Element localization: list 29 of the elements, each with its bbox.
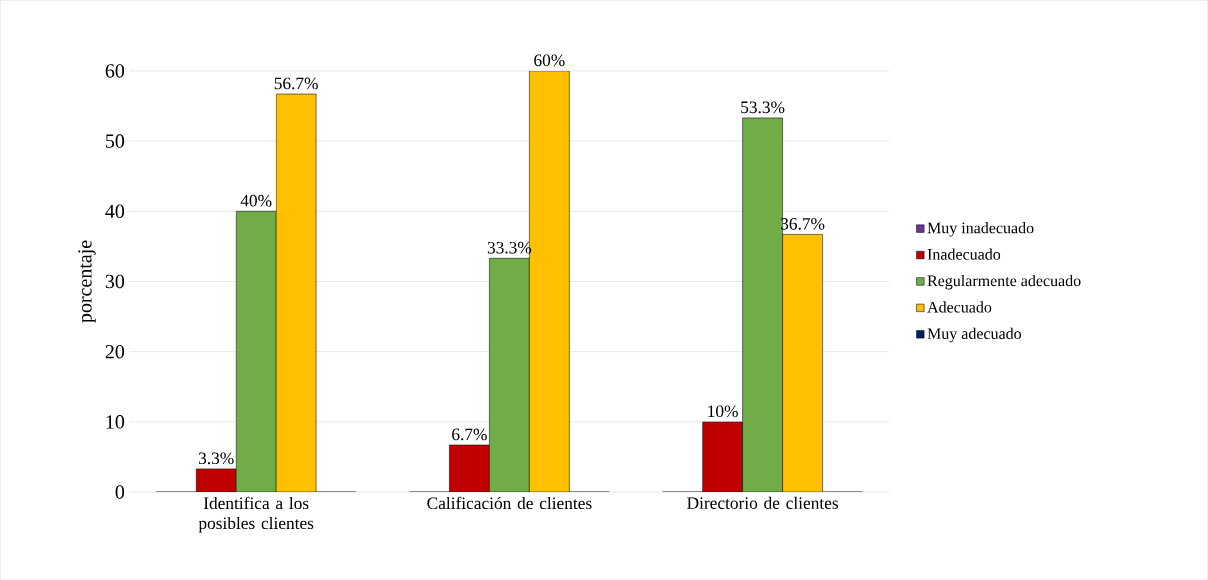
x-tick-label: Directorio de clientes [687,496,839,509]
bar [276,93,317,492]
y-tick-label: 40 [105,204,125,218]
data-label: 53.3% [741,101,785,114]
bar [529,70,570,492]
data-label: 3.3% [198,452,234,465]
x-tick-label: Identifica a los posibles clientes [198,496,314,533]
data-label: 56.7% [274,77,318,90]
y-tick-label: 60 [105,64,125,78]
bar [742,117,783,492]
data-label: 6.7% [452,428,487,441]
legend-label: Inadecuado [927,248,1001,260]
legend-label: Adecuado [927,301,992,313]
y-tick-label: 20 [105,344,125,359]
data-label: 40% [240,194,272,207]
x-tick-label: Calificación de clientes [427,496,592,509]
y-tick-label: 0 [115,485,125,499]
y-axis-title: porcentaje [78,240,96,323]
legend-label: Muy adecuado [927,327,1022,343]
data-label: 60% [534,54,565,67]
data-label: 10% [708,405,738,418]
legend-label: Regularmente adecuado [927,274,1081,290]
y-tick-label: 10 [106,414,125,429]
bar [782,234,823,492]
bar [489,257,530,492]
y-tick-label: 30 [105,274,125,289]
bar [236,211,277,492]
legend-label: Muy inadecuado [927,221,1034,237]
y-tick-label: 50 [106,134,125,148]
